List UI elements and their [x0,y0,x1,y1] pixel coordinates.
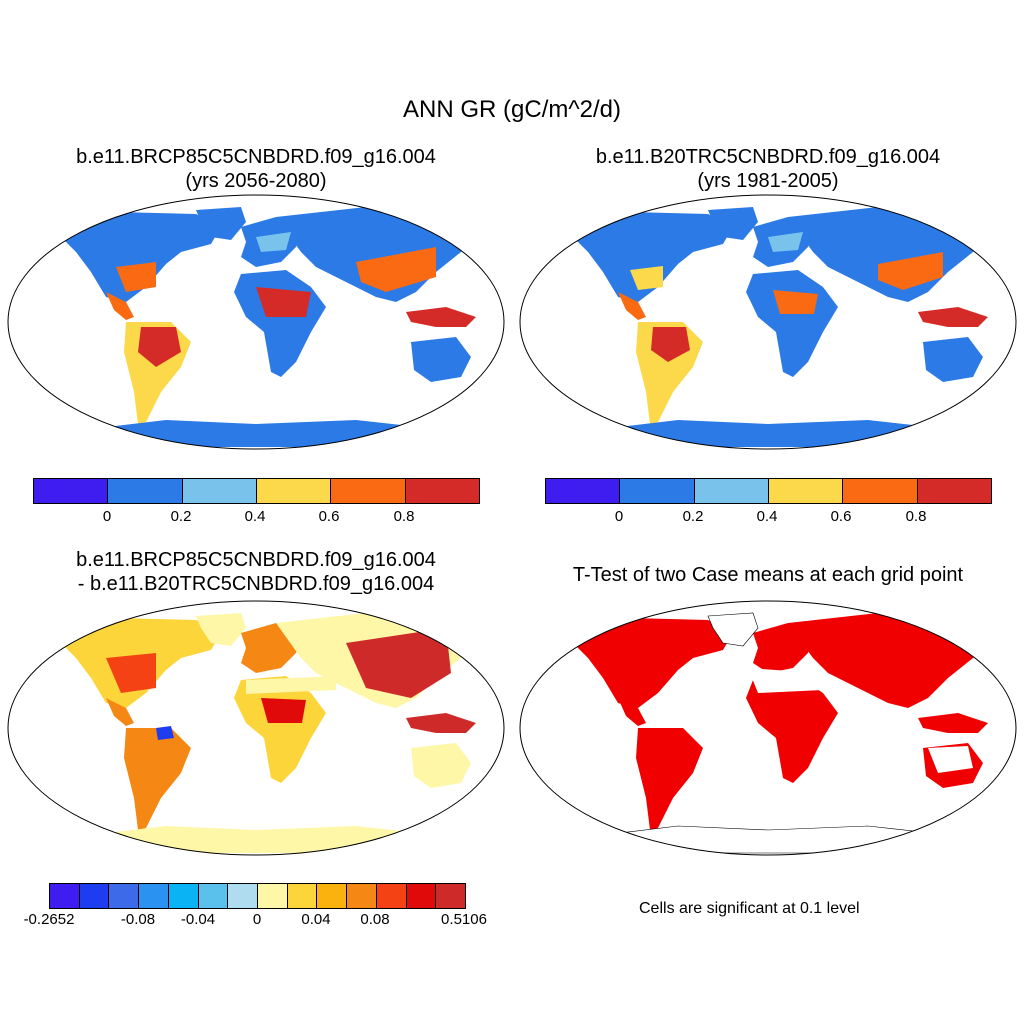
cbar-label: 0.2 [170,508,192,525]
land-greenland [707,612,759,647]
east-us-region [116,262,156,292]
panel2-title-line2: (yrs 1981-2005) [697,170,839,192]
swatch [258,884,288,908]
cbar-label: -0.2652 [23,911,75,928]
significance-note: Cells are significant at 0.1 level [639,900,860,917]
swatch [405,479,479,503]
swatch [376,884,407,908]
panel4-title-line1: T-Test of two Case means at each grid po… [572,564,964,586]
swatch [620,479,695,503]
central-africa-region [773,290,818,314]
europe-mid-region [768,232,803,252]
cbar-label: 0.4 [244,508,266,525]
swatch [50,884,80,908]
colorbar-difference [49,883,466,909]
swatch [843,479,918,503]
cbar-label: 0.4 [756,508,778,525]
cbar-label: 0 [614,508,624,525]
land-new-zealand [478,783,494,803]
panel1-title-line1: b.e11.BRCP85C5CNBDRD.f09_g16.004 [76,146,436,168]
panel4-title: T-Test of two Case means at each grid po… [518,563,1018,587]
map-future [7,194,505,450]
central-africa-region [261,698,306,723]
map-difference [7,600,505,856]
south-asia-region [878,252,943,290]
east-us-region [630,266,663,290]
europe-mid-region [256,232,291,252]
cbar-label: 0.2 [682,508,704,525]
panel1-title: b.e11.BRCP85C5CNBDRD.f09_g16.004 (yrs 20… [6,145,506,193]
swatch [331,479,406,503]
swatch [347,884,377,908]
cbar-label: 0 [252,911,262,928]
cbar-label: 0.8 [393,508,415,525]
land-new-zealand [990,377,1006,397]
australia-insignificant-region [928,746,973,773]
panel2-title-line1: b.e11.B20TRC5CNBDRD.f09_g16.004 [595,146,941,168]
swatch [917,479,991,503]
amazon-high-region [138,327,181,367]
cbar-label: 0.08 [360,911,390,928]
swatch [317,884,348,908]
south-asia-region [356,247,436,292]
swatch [256,479,332,503]
east-asia-max-region [346,628,451,698]
swatch [436,884,466,908]
cbar-label: 0.04 [301,911,331,928]
swatch [546,479,621,503]
swatch [79,884,110,908]
panel3-title: b.e11.BRCP85C5CNBDRD.f09_g16.004 - b.e11… [6,548,506,596]
panel3-title-line1: b.e11.BRCP85C5CNBDRD.f09_g16.004 [76,549,436,571]
land-new-zealand [478,377,494,397]
colorbar-top-right [545,478,992,504]
swatch [406,884,437,908]
cbar-label: -0.04 [180,911,216,928]
swatch [139,884,169,908]
map-significance [519,600,1017,856]
swatch [768,479,844,503]
panel2-title: b.e11.B20TRC5CNBDRD.f09_g16.004 (yrs 198… [518,145,1018,193]
main-title: ANN GR (gC/m^2/d) [403,96,621,123]
land-new-zealand [990,783,1006,803]
swatch [108,479,183,503]
map-historical [519,194,1017,450]
panel3-title-line2: - b.e11.B20TRC5CNBDRD.f09_g16.004 [77,573,435,595]
swatch [198,884,229,908]
cbar-label: -0.08 [120,911,156,928]
cbar-label: 0.6 [318,508,340,525]
swatch [109,884,140,908]
swatch [34,479,109,503]
central-africa-high-region [256,287,311,317]
colorbar-top-left [33,478,480,504]
swatch [168,884,199,908]
east-us-region [106,653,156,693]
swatch [228,884,259,908]
cbar-label: 0 [102,508,112,525]
cbar-label: 0.5106 [441,911,487,928]
cbar-label: 0.8 [905,508,927,525]
swatch [694,479,769,503]
amazon-high-region [651,327,690,362]
amazon-negative-region [156,726,174,740]
panel1-title-line2: (yrs 2056-2080) [185,170,327,192]
swatch [182,479,257,503]
swatch [287,884,318,908]
sahara-insignificant-region [748,668,823,693]
cbar-label: 0.6 [830,508,852,525]
sahara-region [246,676,336,694]
